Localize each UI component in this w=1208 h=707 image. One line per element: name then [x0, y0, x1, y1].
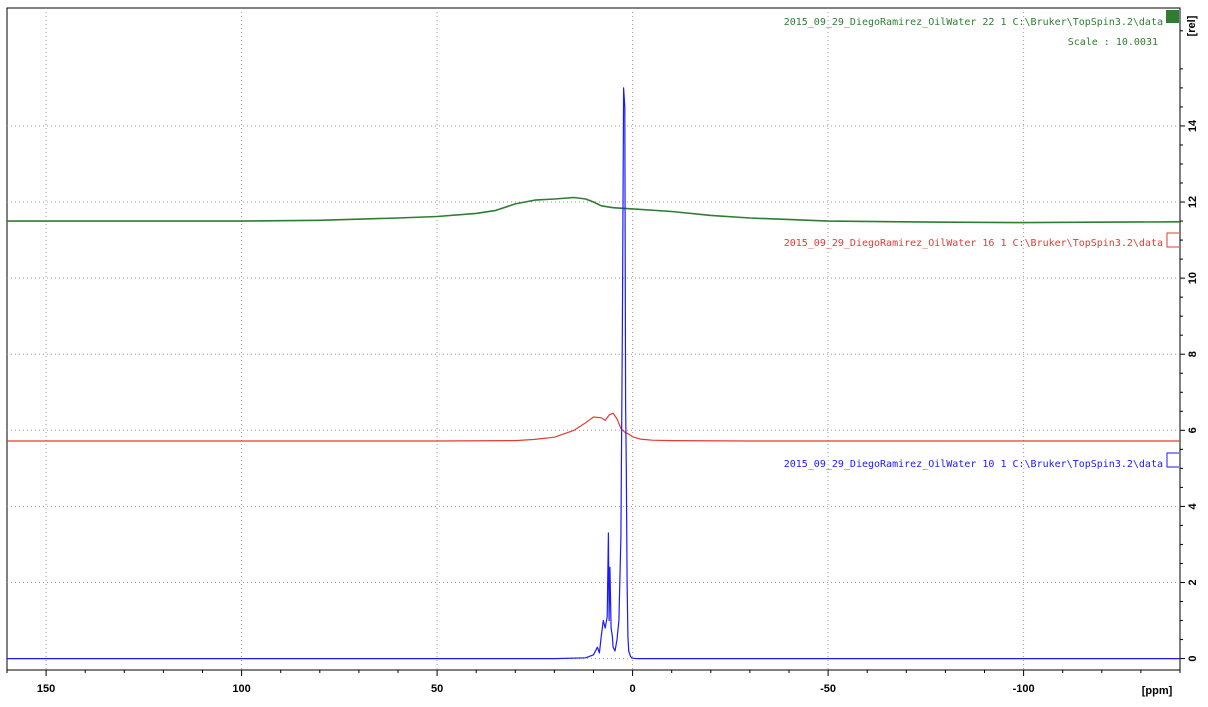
series-line-2 [7, 412, 1180, 442]
legend-bracket-3 [1166, 452, 1179, 468]
y-tick-label: 10 [1187, 272, 1199, 284]
x-tick-label: 50 [431, 683, 443, 695]
y-tick-label: 4 [1187, 502, 1199, 509]
legend-swatch-1 [1166, 10, 1179, 23]
x-axis-label: [ppm] [1142, 685, 1173, 697]
legend-label-1: 2015_09_29_DiegoRamirez_OilWater 22 1 C:… [784, 17, 1163, 28]
series-line-3 [7, 87, 1180, 660]
x-tick-label: 150 [37, 683, 55, 695]
y-tick-label: 14 [1187, 119, 1199, 132]
legend-label-2: 2015_09_29_DiegoRamirez_OilWater 16 1 C:… [784, 238, 1163, 249]
y-tick-label: 8 [1187, 351, 1199, 357]
x-tick-label: 100 [232, 683, 250, 695]
x-tick-label: 0 [630, 683, 636, 695]
ticks-layer: 150 100 50 0 -50 -100 0 2 4 6 8 10 12 14 [6, 30, 1199, 695]
y-tick-label: 12 [1187, 196, 1199, 208]
y-tick-label: 0 [1187, 656, 1199, 662]
x-tick-label: -50 [820, 683, 836, 695]
y-axis-label: [rel] [1186, 15, 1198, 36]
y-tick-label: 2 [1187, 579, 1199, 585]
legend-bracket-2 [1166, 232, 1179, 248]
legend-label-3: 2015_09_29_DiegoRamirez_OilWater 10 1 C:… [784, 459, 1163, 470]
y-tick-label: 6 [1187, 427, 1199, 433]
series-layer [7, 87, 1181, 660]
scale-label: Scale : 10.0031 [1068, 37, 1158, 48]
series-line-1 [7, 196, 1181, 224]
x-tick-label: -100 [1013, 683, 1035, 695]
legend-layer: 2015_09_29_DiegoRamirez_OilWater 22 1 C:… [784, 10, 1179, 470]
plot-frame [6, 7, 1181, 671]
